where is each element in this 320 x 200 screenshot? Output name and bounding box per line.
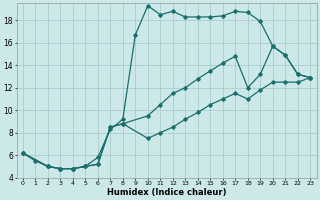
X-axis label: Humidex (Indice chaleur): Humidex (Indice chaleur) <box>107 188 226 197</box>
